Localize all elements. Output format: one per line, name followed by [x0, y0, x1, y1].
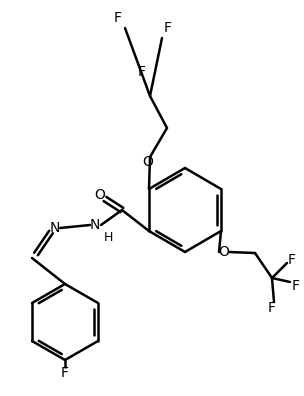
- Text: F: F: [114, 11, 122, 25]
- Text: O: O: [95, 188, 105, 202]
- Text: F: F: [164, 21, 172, 35]
- Text: O: O: [219, 245, 230, 259]
- Text: F: F: [292, 279, 300, 293]
- Text: H: H: [103, 230, 113, 244]
- Text: N: N: [90, 218, 100, 232]
- Text: F: F: [288, 253, 296, 267]
- Text: O: O: [143, 155, 154, 169]
- Text: F: F: [138, 65, 146, 79]
- Text: F: F: [268, 301, 276, 315]
- Text: N: N: [50, 221, 60, 235]
- Text: F: F: [61, 366, 69, 380]
